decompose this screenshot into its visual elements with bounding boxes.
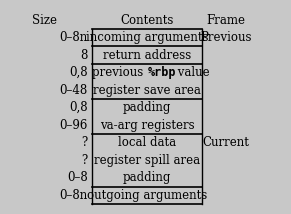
Text: ?: ? xyxy=(81,136,88,149)
Text: ?: ? xyxy=(81,154,88,167)
Text: 0,8: 0,8 xyxy=(69,101,88,114)
Text: register spill area: register spill area xyxy=(94,154,200,167)
Text: local data: local data xyxy=(118,136,176,149)
Text: 0–8n: 0–8n xyxy=(60,189,88,202)
Text: 8: 8 xyxy=(81,49,88,62)
Text: Current: Current xyxy=(203,136,250,149)
Text: outgoing arguments: outgoing arguments xyxy=(87,189,207,202)
Text: previous: previous xyxy=(92,66,147,79)
Text: register save area: register save area xyxy=(93,84,201,97)
Text: padding: padding xyxy=(123,101,171,114)
Text: 0–96: 0–96 xyxy=(59,119,88,132)
Text: Size: Size xyxy=(32,14,57,27)
Text: 0–8n: 0–8n xyxy=(60,31,88,44)
Text: va-arg registers: va-arg registers xyxy=(100,119,194,132)
Text: return address: return address xyxy=(103,49,191,62)
Text: padding: padding xyxy=(123,171,171,184)
Text: 0–48: 0–48 xyxy=(60,84,88,97)
Text: Contents: Contents xyxy=(120,14,174,27)
Text: value: value xyxy=(174,66,210,79)
Text: 0–8: 0–8 xyxy=(67,171,88,184)
Text: %rbp: %rbp xyxy=(148,66,176,79)
Text: Previous: Previous xyxy=(200,31,252,44)
Text: incoming arguments: incoming arguments xyxy=(86,31,208,44)
Text: 0,8: 0,8 xyxy=(69,66,88,79)
Text: Frame: Frame xyxy=(207,14,246,27)
